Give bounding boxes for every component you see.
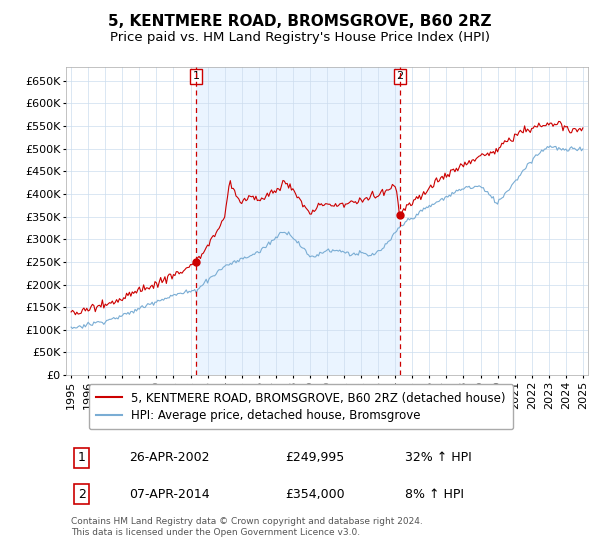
Legend: 5, KENTMERE ROAD, BROMSGROVE, B60 2RZ (detached house), HPI: Average price, deta: 5, KENTMERE ROAD, BROMSGROVE, B60 2RZ (d… xyxy=(89,385,513,430)
Text: 2: 2 xyxy=(396,72,403,81)
Text: 26-APR-2002: 26-APR-2002 xyxy=(128,451,209,464)
Text: Contains HM Land Registry data © Crown copyright and database right 2024.
This d: Contains HM Land Registry data © Crown c… xyxy=(71,517,423,536)
Text: 8% ↑ HPI: 8% ↑ HPI xyxy=(406,488,464,501)
Text: £249,995: £249,995 xyxy=(285,451,344,464)
Text: £354,000: £354,000 xyxy=(285,488,345,501)
Text: 1: 1 xyxy=(78,451,86,464)
Text: 5, KENTMERE ROAD, BROMSGROVE, B60 2RZ: 5, KENTMERE ROAD, BROMSGROVE, B60 2RZ xyxy=(108,14,492,29)
Text: 32% ↑ HPI: 32% ↑ HPI xyxy=(406,451,472,464)
Bar xyxy=(196,67,400,375)
Text: 1: 1 xyxy=(193,72,199,81)
Text: 2: 2 xyxy=(78,488,86,501)
Text: 07-APR-2014: 07-APR-2014 xyxy=(128,488,209,501)
Text: Price paid vs. HM Land Registry's House Price Index (HPI): Price paid vs. HM Land Registry's House … xyxy=(110,31,490,44)
